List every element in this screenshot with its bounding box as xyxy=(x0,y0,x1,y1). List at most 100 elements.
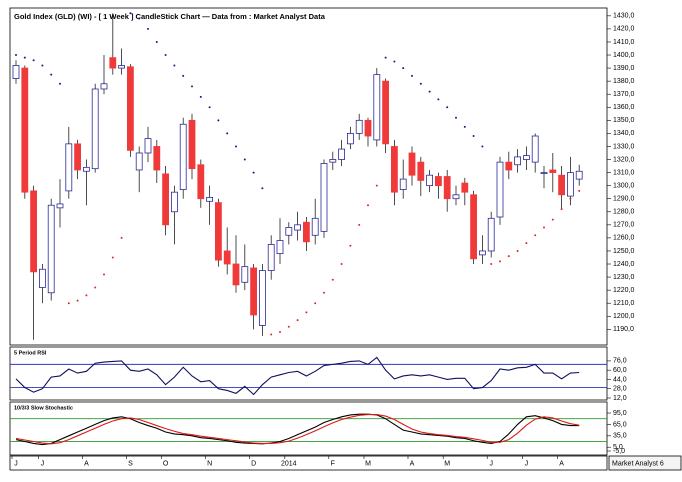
sar-dot xyxy=(76,299,79,302)
sar-dot xyxy=(349,244,352,247)
y-tick-label: 1340,0 xyxy=(613,130,635,137)
candle-body xyxy=(461,182,469,193)
candle-body xyxy=(390,146,398,193)
candle-body xyxy=(100,83,108,90)
y-tick-label: 76,0 xyxy=(613,358,627,365)
sar-dot xyxy=(472,135,475,138)
rsi-panel xyxy=(9,346,608,401)
candle-body xyxy=(567,172,574,197)
sar-dot xyxy=(331,278,334,281)
sar-dot xyxy=(59,82,61,85)
candle-body xyxy=(399,178,407,190)
sar-dot xyxy=(235,145,237,148)
y-tick-label: 44,0 xyxy=(613,376,627,383)
y-tick-label: 1380,0 xyxy=(613,78,635,85)
sar-dot xyxy=(499,260,501,263)
sar-dot xyxy=(296,319,299,322)
candle-body xyxy=(294,224,302,231)
candle-body xyxy=(443,176,451,200)
x-tick-label: M xyxy=(365,460,371,467)
y-tick-label: 5,0 xyxy=(613,444,623,451)
candle-body xyxy=(21,67,29,193)
sar-dot xyxy=(217,119,220,122)
candle-body xyxy=(320,163,328,232)
sar-dot xyxy=(32,59,35,62)
sar-dot xyxy=(375,184,378,187)
candle-body xyxy=(241,266,249,283)
series-line xyxy=(15,413,580,445)
sar-dot xyxy=(199,95,202,98)
candle-body xyxy=(285,227,293,236)
candle-body xyxy=(549,169,557,173)
y-tick-label: 65,0 xyxy=(613,421,627,428)
sar-dot xyxy=(314,302,317,305)
candle-body xyxy=(355,119,363,134)
y-tick-label: 1360,0 xyxy=(613,104,635,111)
candle-body xyxy=(417,161,425,181)
candle-body xyxy=(170,191,178,213)
y-tick-label: 1270,0 xyxy=(613,222,635,229)
chart-title: Gold Index (GLD) (WI) - [ 1 Week ] Candl… xyxy=(14,12,326,21)
candle-body xyxy=(188,119,196,170)
candle-body xyxy=(558,174,565,196)
sar-dot xyxy=(419,82,422,85)
candle-body xyxy=(65,143,73,192)
candle-body xyxy=(364,119,372,137)
series-line xyxy=(15,413,580,446)
sar-dot xyxy=(208,106,211,109)
series-line xyxy=(15,356,580,396)
sar-dot xyxy=(340,263,343,266)
footer: Market Analyst 6 xyxy=(612,460,664,467)
candle-body xyxy=(514,156,521,166)
y-tick-label: 1310,0 xyxy=(613,169,635,176)
x-tick-label: J xyxy=(14,460,18,467)
sar-dot xyxy=(50,73,53,76)
candle-body xyxy=(523,155,530,160)
sar-dot xyxy=(103,273,105,276)
sar-dot xyxy=(287,325,290,328)
sar-dot xyxy=(393,60,396,63)
sar-dot xyxy=(437,98,440,101)
candle-body xyxy=(329,159,337,163)
y-tick-label: 35,0 xyxy=(613,433,627,440)
candle-body xyxy=(267,244,275,271)
candle-body xyxy=(39,268,46,288)
sar-dot xyxy=(120,236,123,239)
sar-dot xyxy=(516,249,519,252)
candle-body xyxy=(135,152,143,171)
candle-body xyxy=(232,263,240,286)
candle-body xyxy=(478,250,486,256)
x-tick-label: S xyxy=(128,460,133,467)
x-tick-label: J xyxy=(41,460,45,467)
candle-body xyxy=(197,164,205,200)
chart-title: 10/3/3 Slow Stochastic xyxy=(14,405,73,411)
sar-dot xyxy=(446,106,449,109)
candle-body xyxy=(179,123,187,190)
sar-dot xyxy=(261,187,264,190)
stochastic-panel xyxy=(9,401,608,456)
candle-body xyxy=(74,143,81,171)
sar-dot xyxy=(323,291,325,294)
sar-dot xyxy=(305,311,308,314)
y-tick-label: 1190,0 xyxy=(613,326,634,333)
y-tick-label: 1280,0 xyxy=(613,209,635,216)
sar-dot xyxy=(147,27,149,30)
sar-dot xyxy=(578,189,581,192)
sar-dot xyxy=(23,56,26,59)
sar-dot xyxy=(182,74,185,77)
sar-dot xyxy=(463,125,466,128)
candle-body xyxy=(12,65,20,79)
candle-body xyxy=(540,172,548,174)
candle-body xyxy=(214,202,222,261)
candle-body xyxy=(47,204,55,294)
sar-dot xyxy=(560,208,563,211)
y-tick-label: 1200,0 xyxy=(613,313,635,320)
sar-dot xyxy=(41,64,44,67)
sar-dot xyxy=(279,330,281,333)
y-tick-label: 1370,0 xyxy=(613,91,635,98)
sar-dot xyxy=(402,67,405,70)
y-tick-label: 1250,0 xyxy=(613,248,635,255)
y-tick-label: 1420,0 xyxy=(613,26,635,33)
